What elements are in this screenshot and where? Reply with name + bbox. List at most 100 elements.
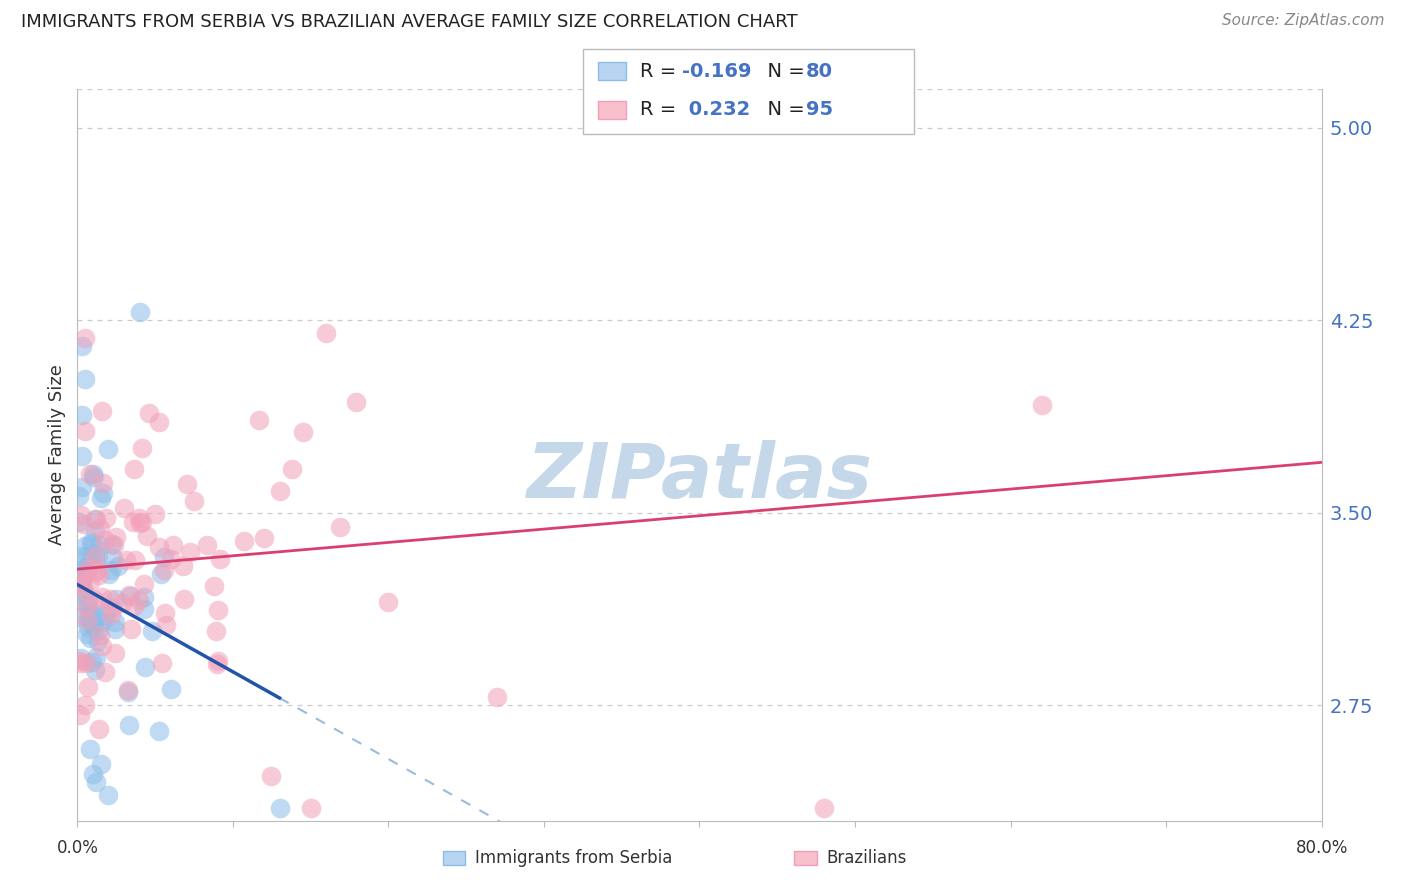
Point [150, 657, 173, 671]
Point [84, 664, 107, 678]
Point [100, 600, 122, 615]
Point [69, 575, 91, 590]
Point [160, 552, 183, 566]
Point [84, 592, 107, 607]
Point [73, 586, 96, 600]
Point [486, 690, 509, 705]
Text: R =: R = [640, 100, 682, 120]
Point [73, 595, 96, 609]
Point [115, 552, 138, 566]
Point [205, 624, 228, 639]
Point [128, 593, 150, 607]
Point [120, 590, 142, 604]
Point [70, 577, 93, 591]
Point [83, 549, 105, 563]
Point [67, 563, 90, 577]
Point [148, 415, 170, 429]
Point [122, 515, 145, 529]
Point [1031, 398, 1053, 412]
Point [89, 538, 111, 552]
Point [179, 545, 201, 559]
Point [79, 467, 101, 482]
Point [70, 480, 93, 494]
Point [69, 576, 91, 591]
Point [131, 515, 153, 529]
Point [70, 657, 93, 671]
Point [90, 491, 112, 506]
Point [260, 769, 283, 783]
Point [96, 602, 118, 616]
Point [94, 665, 117, 679]
Point [299, 801, 322, 815]
Point [79, 741, 101, 756]
Point [129, 516, 152, 530]
Point [82, 467, 104, 482]
Point [104, 615, 127, 630]
Point [69, 707, 91, 722]
Point [107, 558, 129, 573]
Text: ZIPatlas: ZIPatlas [526, 440, 873, 514]
Point [104, 646, 127, 660]
Point [91, 639, 114, 653]
Point [70, 651, 93, 665]
Point [183, 494, 205, 508]
Point [82, 537, 104, 551]
Text: 0.0%: 0.0% [56, 838, 98, 856]
Point [117, 685, 139, 699]
Point [72, 571, 94, 585]
Point [73, 582, 96, 597]
Point [118, 588, 141, 602]
Point [344, 394, 367, 409]
Point [94, 533, 117, 547]
Point [75, 372, 97, 386]
Point [207, 654, 229, 668]
Point [87, 623, 110, 637]
Text: IMMIGRANTS FROM SERBIA VS BRAZILIAN AVERAGE FAMILY SIZE CORRELATION CHART: IMMIGRANTS FROM SERBIA VS BRAZILIAN AVER… [21, 13, 797, 31]
Point [269, 801, 291, 815]
Point [103, 538, 125, 552]
Point [104, 622, 127, 636]
Point [124, 553, 146, 567]
Point [77, 680, 100, 694]
Point [70, 449, 93, 463]
Point [120, 622, 142, 636]
Point [84, 555, 107, 569]
Text: Source: ZipAtlas.com: Source: ZipAtlas.com [1222, 13, 1385, 29]
Point [100, 563, 122, 577]
Point [73, 698, 96, 713]
Point [122, 462, 145, 476]
Text: 95: 95 [806, 100, 832, 120]
Point [77, 608, 100, 623]
Point [72, 572, 94, 586]
Text: N =: N = [755, 62, 811, 81]
Point [79, 575, 101, 590]
Point [70, 508, 93, 522]
Point [83, 547, 105, 561]
Point [83, 512, 105, 526]
Point [82, 767, 104, 781]
Point [75, 565, 97, 579]
Point [84, 650, 107, 665]
Point [117, 682, 139, 697]
Point [328, 520, 350, 534]
Point [87, 568, 110, 582]
Point [134, 602, 156, 616]
Point [131, 441, 153, 455]
Point [100, 607, 122, 622]
Point [70, 408, 93, 422]
Point [83, 615, 105, 630]
Point [205, 657, 228, 672]
Point [232, 533, 254, 548]
Point [97, 788, 120, 802]
Point [70, 549, 93, 563]
Point [269, 484, 291, 499]
Point [150, 566, 173, 581]
Point [79, 551, 101, 566]
Point [79, 632, 101, 646]
Point [89, 628, 111, 642]
Point [172, 559, 194, 574]
Point [143, 508, 166, 522]
Point [89, 521, 111, 535]
Point [111, 596, 134, 610]
Point [91, 475, 114, 490]
